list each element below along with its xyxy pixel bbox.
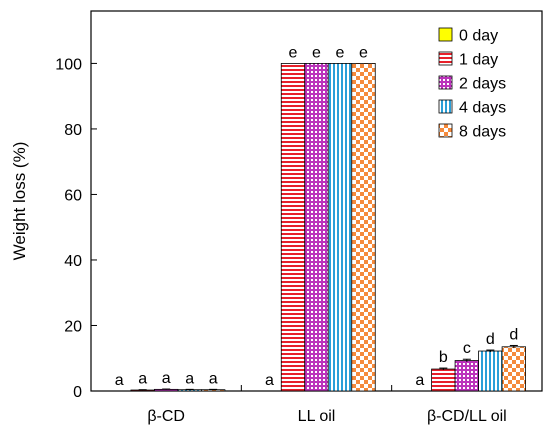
y-axis-title: Weight loss (%) bbox=[10, 142, 29, 261]
legend-item: 2 days bbox=[438, 75, 506, 93]
error-bar-8-days-0 bbox=[209, 388, 218, 391]
bar-1-day-1 bbox=[280, 63, 306, 392]
significance-letter: b bbox=[439, 349, 448, 366]
legend-swatch bbox=[438, 123, 453, 138]
bar-8-days-2 bbox=[501, 346, 526, 392]
legend-item: 8 days bbox=[438, 123, 506, 141]
legend-label: 0 day bbox=[459, 28, 498, 45]
bar-2-days-2 bbox=[454, 360, 479, 392]
significance-letter: d bbox=[509, 326, 518, 343]
y-tick-label: 40 bbox=[64, 253, 82, 270]
legend-swatch bbox=[438, 51, 453, 66]
legend: 0 day 1 day 2 days 4 days 8 days bbox=[438, 27, 506, 141]
bar-2-days-1 bbox=[304, 63, 329, 392]
significance-letter: c bbox=[463, 340, 471, 357]
error-bar-8-days-2 bbox=[509, 344, 518, 349]
bars-layer bbox=[130, 63, 526, 392]
error-bar-2-days-0 bbox=[162, 388, 171, 390]
error-bar-1-day-2 bbox=[439, 367, 448, 371]
error-bar-2-days-2 bbox=[462, 358, 471, 362]
significance-letter: d bbox=[486, 331, 495, 348]
error-bar-1-day-0 bbox=[138, 389, 147, 391]
legend-label: 1 day bbox=[459, 52, 498, 69]
bar-4-days-1 bbox=[327, 63, 353, 392]
x-category-label: β-CD/LL oil bbox=[427, 408, 507, 425]
x-axis: β-CD LL oil β-CD/LL oil bbox=[147, 385, 507, 425]
significance-letter: a bbox=[185, 370, 194, 387]
legend-item: 0 day bbox=[438, 27, 498, 45]
bar-8-days-1 bbox=[351, 63, 376, 392]
x-category-label: β-CD bbox=[147, 408, 185, 425]
error-bar-4-days-0 bbox=[185, 388, 194, 391]
legend-swatch bbox=[438, 99, 453, 114]
significance-letter: e bbox=[336, 44, 345, 61]
error-bar-4-days-2 bbox=[486, 349, 495, 353]
significance-letter: a bbox=[115, 372, 124, 389]
legend-swatch bbox=[438, 27, 453, 42]
legend-label: 4 days bbox=[459, 100, 506, 117]
legend-item: 1 day bbox=[438, 51, 498, 69]
legend-swatch bbox=[438, 75, 453, 90]
error-bars-layer bbox=[138, 344, 518, 391]
significance-letter: a bbox=[162, 370, 171, 387]
significance-letter: a bbox=[209, 370, 218, 387]
significance-letter: a bbox=[138, 371, 147, 388]
y-tick-label: 100 bbox=[55, 56, 82, 73]
significance-letter: e bbox=[289, 44, 298, 61]
y-axis: 0 20 40 60 80 100 bbox=[55, 56, 97, 401]
significance-letter: a bbox=[265, 372, 274, 389]
legend-label: 8 days bbox=[459, 124, 506, 141]
significance-letter: a bbox=[415, 372, 424, 389]
legend-label: 2 days bbox=[459, 76, 506, 93]
y-tick-label: 80 bbox=[64, 122, 82, 139]
x-category-label: LL oil bbox=[298, 408, 336, 425]
bar-1-day-2 bbox=[431, 368, 456, 392]
y-tick-label: 20 bbox=[64, 318, 82, 335]
y-tick-label: 0 bbox=[73, 384, 82, 401]
bar-4-days-2 bbox=[478, 350, 503, 392]
y-tick-label: 60 bbox=[64, 187, 82, 204]
significance-letter: e bbox=[359, 44, 368, 61]
legend-item: 4 days bbox=[438, 99, 506, 117]
significance-letter: e bbox=[312, 44, 321, 61]
